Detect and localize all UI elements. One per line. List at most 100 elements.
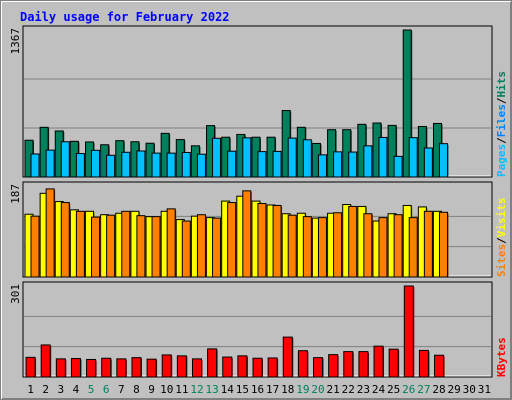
legend-item: Hits <box>495 71 508 98</box>
bar-visits <box>317 217 327 278</box>
legend-item: / <box>495 137 508 144</box>
legend-hits-files: Pages/Files/Hits <box>495 71 508 177</box>
bar-files <box>45 149 55 178</box>
x-tick-label: 17 <box>266 383 279 396</box>
bar-kbytes <box>222 356 233 378</box>
bar-files <box>378 136 388 178</box>
bar-kbytes <box>191 358 202 378</box>
bar-kbytes <box>55 358 66 378</box>
bar-kbytes <box>131 357 142 378</box>
bar-files <box>166 152 176 178</box>
bar-kbytes <box>116 358 127 378</box>
bar-kbytes <box>403 285 414 378</box>
x-tick-label: 8 <box>133 383 140 396</box>
x-tick-label: 29 <box>448 383 461 396</box>
bar-files <box>393 155 403 178</box>
bar-kbytes <box>358 351 369 378</box>
bar-visits <box>393 214 403 278</box>
bar-visits <box>181 220 191 278</box>
bar-kbytes <box>388 348 399 378</box>
legend-item: Sites <box>495 244 508 277</box>
bar-visits <box>423 210 433 278</box>
x-tick-label: 25 <box>387 383 400 396</box>
bar-visits <box>227 202 237 278</box>
bar-visits <box>272 204 282 278</box>
bar-files <box>75 153 85 178</box>
x-tick-label: 4 <box>73 383 80 396</box>
bar-hits <box>387 124 397 178</box>
ymax-label-hits-files: 1367 <box>9 28 22 55</box>
x-tick-label: 13 <box>205 383 218 396</box>
x-tick-label: 7 <box>118 383 125 396</box>
chart-title: Daily usage for February 2022 <box>20 10 230 24</box>
bar-visits <box>106 214 116 278</box>
x-tick-label: 21 <box>327 383 340 396</box>
bar-kbytes <box>237 355 248 378</box>
bar-visits <box>212 217 222 278</box>
bar-files <box>181 151 191 178</box>
x-tick-label: 31 <box>478 383 491 396</box>
bar-files <box>317 154 327 178</box>
legend-item: / <box>495 237 508 244</box>
bar-files <box>272 150 282 178</box>
bar-files <box>333 151 343 178</box>
bar-kbytes <box>297 350 308 378</box>
bar-files <box>106 154 116 178</box>
x-tick-label: 10 <box>160 383 173 396</box>
bar-files <box>242 137 252 178</box>
legend-item: Pages <box>495 144 508 177</box>
bar-files <box>91 149 101 178</box>
legend-item: Files <box>495 104 508 137</box>
x-tick-label: 22 <box>342 383 355 396</box>
ymax-label-kbytes: 301 <box>9 284 22 304</box>
bar-kbytes <box>176 355 187 378</box>
x-tick-label: 2 <box>42 383 49 396</box>
bar-files <box>287 137 297 178</box>
bar-kbytes <box>25 356 36 378</box>
x-tick-label: 30 <box>463 383 476 396</box>
x-tick-label: 14 <box>221 383 235 396</box>
bar-visits <box>242 190 252 278</box>
bar-files <box>196 153 206 178</box>
x-tick-label: 12 <box>190 383 203 396</box>
bar-files <box>363 145 373 178</box>
bar-files <box>227 150 237 178</box>
bar-visits <box>136 215 146 278</box>
x-tick-label: 11 <box>175 383 188 396</box>
bar-visits <box>196 214 206 278</box>
bar-kbytes <box>161 354 172 378</box>
bar-files <box>438 143 448 178</box>
bar-files <box>257 151 267 178</box>
bar-visits <box>302 216 312 278</box>
bar-files <box>121 151 131 178</box>
x-tick-label: 20 <box>311 383 324 396</box>
bar-kbytes <box>373 345 384 378</box>
bar-kbytes <box>70 358 81 378</box>
bar-files <box>136 150 146 178</box>
bar-visits <box>378 217 388 278</box>
bar-visits <box>60 202 70 278</box>
bar-files <box>348 151 358 178</box>
x-tick-label: 26 <box>402 383 415 396</box>
bar-kbytes <box>101 357 112 378</box>
x-tick-label: 9 <box>148 383 155 396</box>
bar-visits <box>45 188 55 278</box>
x-tick-label: 24 <box>372 383 386 396</box>
bar-files <box>423 147 433 178</box>
legend-sites-visits: Sites/Visits <box>495 198 508 278</box>
x-tick-label: 5 <box>88 383 95 396</box>
bar-kbytes <box>267 357 278 378</box>
bar-files <box>302 139 312 178</box>
bar-kbytes <box>146 358 157 378</box>
bar-kbytes <box>282 336 293 378</box>
legend-kbytes: KBytes <box>495 337 508 377</box>
x-tick-label: 6 <box>103 383 110 396</box>
bar-files <box>151 152 161 178</box>
legend-item: Visits <box>495 198 508 238</box>
bar-files <box>60 141 70 178</box>
bar-visits <box>30 215 40 278</box>
bar-kbytes <box>313 357 324 378</box>
bar-hits <box>402 29 412 178</box>
